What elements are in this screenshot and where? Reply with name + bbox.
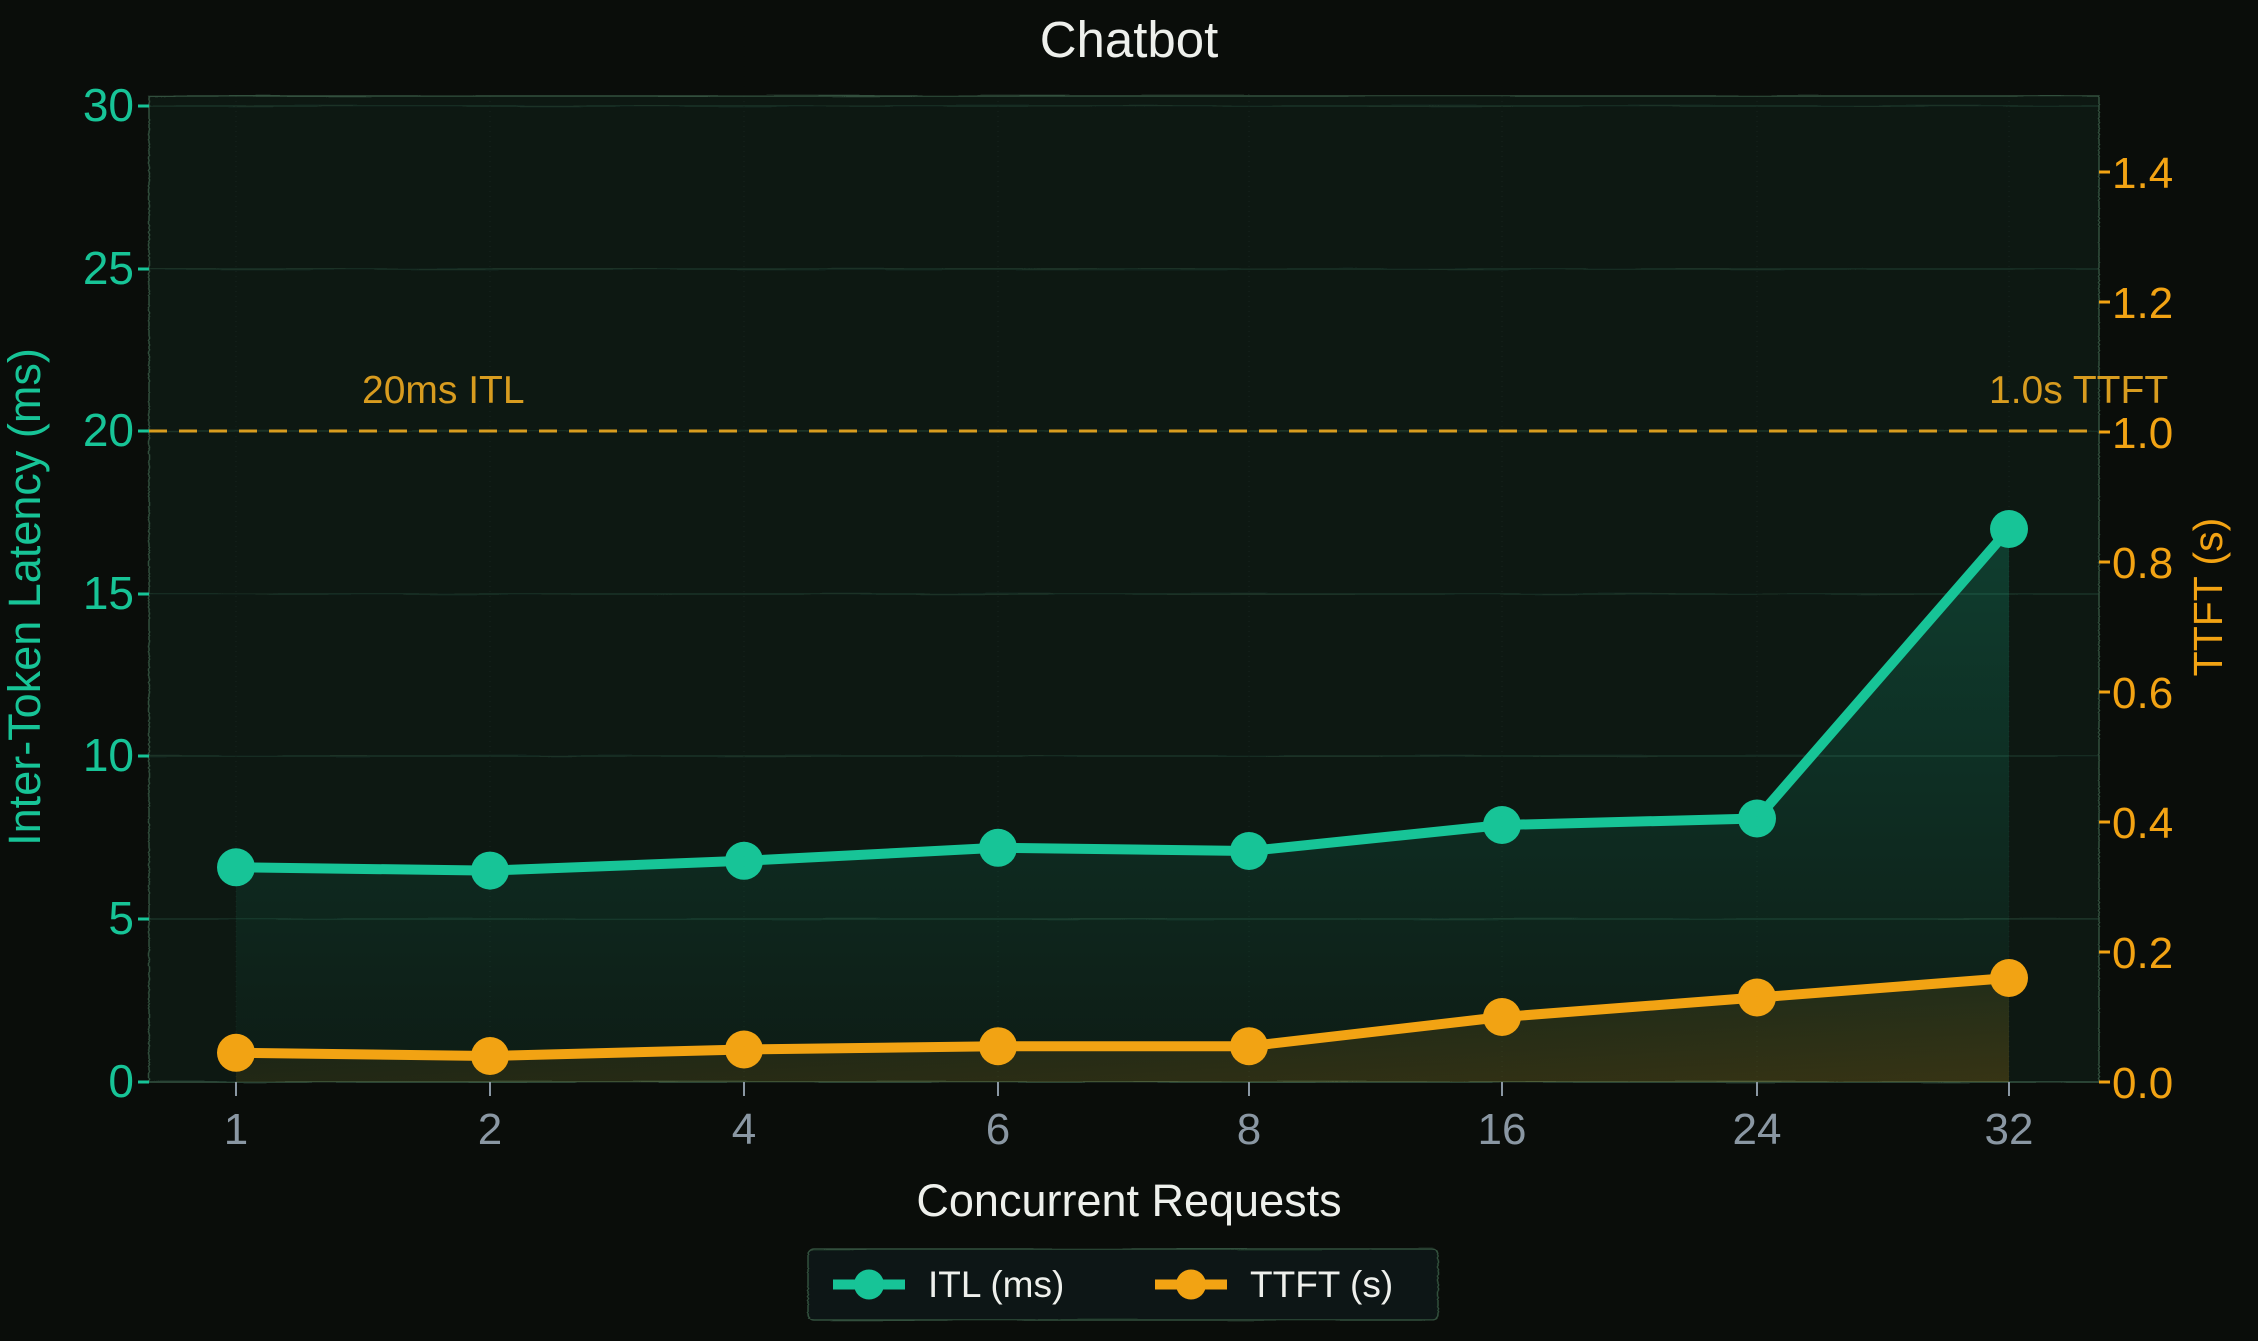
svg-text:0.8: 0.8 [2112,539,2173,588]
svg-text:1.0s TTFT: 1.0s TTFT [1989,369,2168,412]
svg-text:16: 16 [1478,1105,1527,1154]
svg-text:20: 20 [83,404,134,456]
svg-text:0.4: 0.4 [2112,799,2173,848]
svg-text:TTFT (s): TTFT (s) [2185,518,2231,677]
svg-text:Inter-Token Latency (ms): Inter-Token Latency (ms) [0,348,50,846]
svg-text:32: 32 [1985,1105,2034,1154]
svg-text:10: 10 [83,729,134,781]
svg-text:5: 5 [108,892,134,944]
svg-text:Chatbot: Chatbot [1040,11,1219,68]
svg-text:20ms ITL: 20ms ITL [362,369,525,412]
svg-text:0: 0 [108,1055,134,1107]
svg-text:2: 2 [478,1105,502,1154]
svg-text:1: 1 [224,1105,248,1154]
svg-text:30: 30 [83,79,134,131]
svg-text:Concurrent Requests: Concurrent Requests [916,1175,1341,1226]
svg-text:25: 25 [83,242,134,294]
svg-text:0.6: 0.6 [2112,669,2173,718]
svg-text:TTFT (s): TTFT (s) [1250,1264,1393,1305]
svg-text:1.4: 1.4 [2112,149,2173,198]
svg-text:ITL (ms): ITL (ms) [928,1264,1064,1305]
svg-text:15: 15 [83,567,134,619]
svg-text:1.2: 1.2 [2112,279,2173,328]
svg-text:24: 24 [1733,1105,1782,1154]
svg-text:0.2: 0.2 [2112,929,2173,978]
svg-text:6: 6 [986,1105,1010,1154]
svg-text:1.0: 1.0 [2112,409,2173,458]
svg-text:0.0: 0.0 [2112,1059,2173,1108]
svg-text:8: 8 [1237,1105,1261,1154]
svg-text:4: 4 [732,1105,756,1154]
